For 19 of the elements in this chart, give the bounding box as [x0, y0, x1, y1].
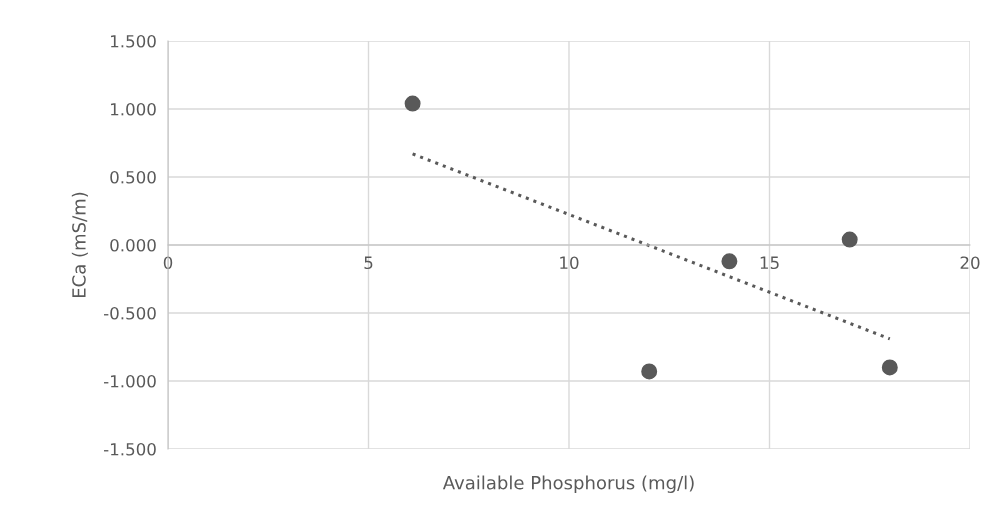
- y-tick-label: 1.500: [111, 34, 156, 48]
- y-tick-label: 0.500: [110, 170, 156, 184]
- point: [641, 363, 658, 380]
- x-tick-label: 20: [960, 256, 980, 270]
- x-tick-label: 5: [364, 256, 373, 270]
- y-tick-label: -0.500: [103, 306, 156, 320]
- x-axis-title: Available Phosphorus (mg/l): [442, 475, 694, 493]
- y-tick-label: -1.500: [103, 442, 156, 456]
- point: [841, 231, 858, 248]
- x-tick-label: 10: [560, 256, 579, 270]
- point: [881, 359, 898, 376]
- point: [404, 95, 421, 112]
- y-tick-label: -1.000: [103, 374, 156, 388]
- x-tick-label: 0: [163, 256, 173, 270]
- x-tick-label: 15: [760, 256, 779, 270]
- y-axis-title: ECa (mS/m): [71, 192, 88, 298]
- y-tick-label: 1.000: [111, 102, 156, 116]
- point: [721, 253, 738, 270]
- y-tick-label: 0.000: [110, 238, 156, 252]
